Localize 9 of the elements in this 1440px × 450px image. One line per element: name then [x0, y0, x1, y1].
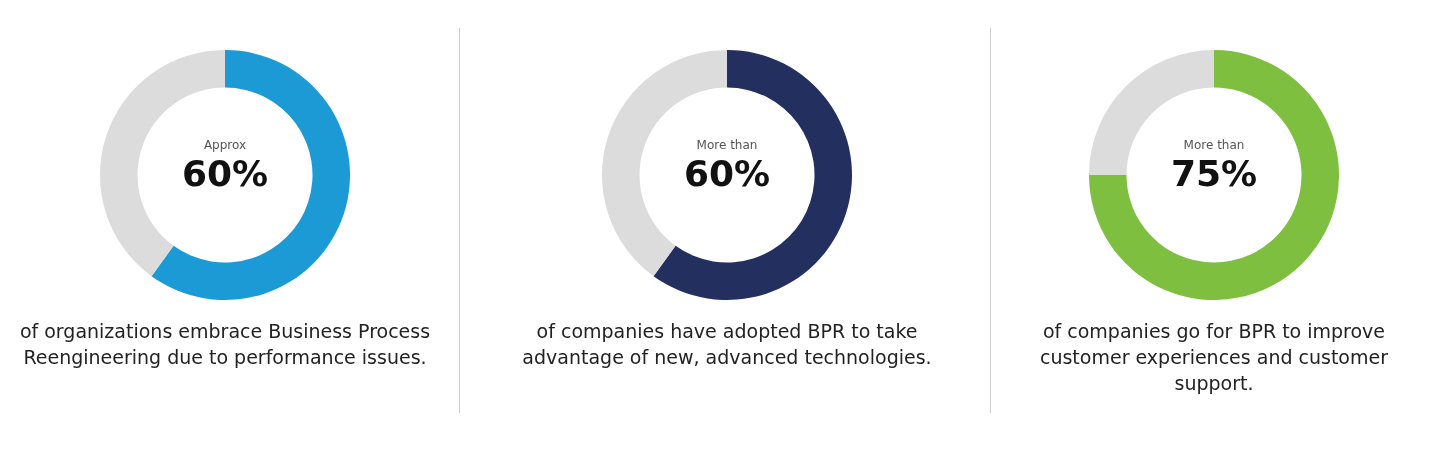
- text: 60%: [180, 152, 270, 196]
- text: Approx: [202, 138, 248, 152]
- text: of organizations embrace Business Process Reengineering due to performance issues.: [18, 319, 432, 370]
- text: More than: [695, 138, 759, 152]
- text: of companies have adopted BPR to take advantage of new, advanced technologies.: [521, 319, 933, 370]
- text: of companies go for BPR to improve customer experiences and customer support.: [1039, 319, 1389, 396]
- text: More than: [1182, 138, 1246, 152]
- text: 75%: [1169, 152, 1259, 196]
- text: 60%: [682, 152, 772, 196]
